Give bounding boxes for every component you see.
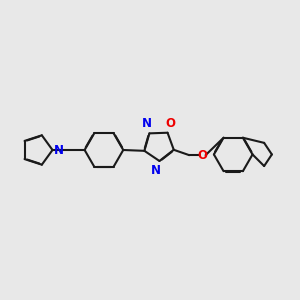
Text: O: O	[166, 117, 176, 130]
Text: N: N	[151, 164, 161, 177]
Text: N: N	[142, 117, 152, 130]
Text: N: N	[54, 143, 64, 157]
Text: O: O	[198, 149, 208, 162]
